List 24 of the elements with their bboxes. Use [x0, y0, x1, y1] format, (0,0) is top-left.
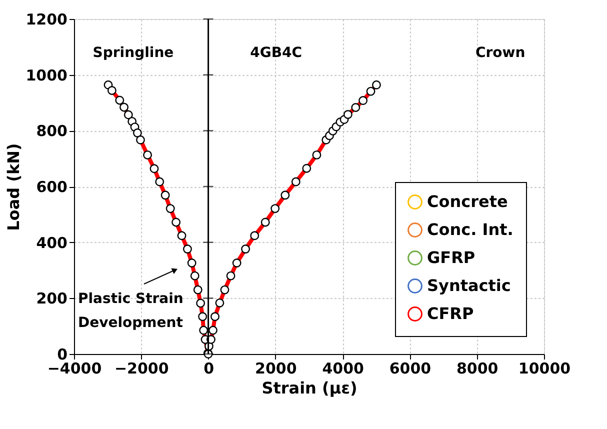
x-tick-label: 4000: [322, 360, 364, 378]
y-tick-label: 800: [36, 122, 68, 140]
legend-label: GFRP: [427, 248, 476, 267]
x-tick-label: 2000: [255, 360, 297, 378]
annotation: Crown: [475, 45, 526, 61]
x-tick-label: −2000: [114, 360, 169, 378]
y-tick-label: 1200: [26, 10, 68, 28]
annotation: Plastic Strain Development: [78, 291, 184, 331]
legend-label: CFRP: [427, 304, 474, 323]
x-tick-label: 8000: [456, 360, 498, 378]
y-tick-label: 600: [36, 178, 68, 196]
y-tick-label: 200: [36, 290, 68, 308]
x-tick-label: 0: [204, 360, 214, 378]
legend-label: Concrete: [427, 192, 508, 211]
legend-label: Conc. Int.: [427, 220, 514, 239]
x-tick-label: 6000: [389, 360, 432, 378]
x-axis-title: Strain (με): [262, 378, 358, 398]
y-tick-label: 400: [36, 234, 68, 252]
annotation: 4GB4C: [250, 45, 302, 61]
y-tick-label: 1000: [26, 66, 68, 84]
annotation: Springline: [92, 45, 174, 61]
x-tick-label: 10000: [518, 360, 571, 378]
y-axis-title: Load (kN): [4, 143, 23, 231]
legend-label: Syntactic: [427, 276, 511, 295]
